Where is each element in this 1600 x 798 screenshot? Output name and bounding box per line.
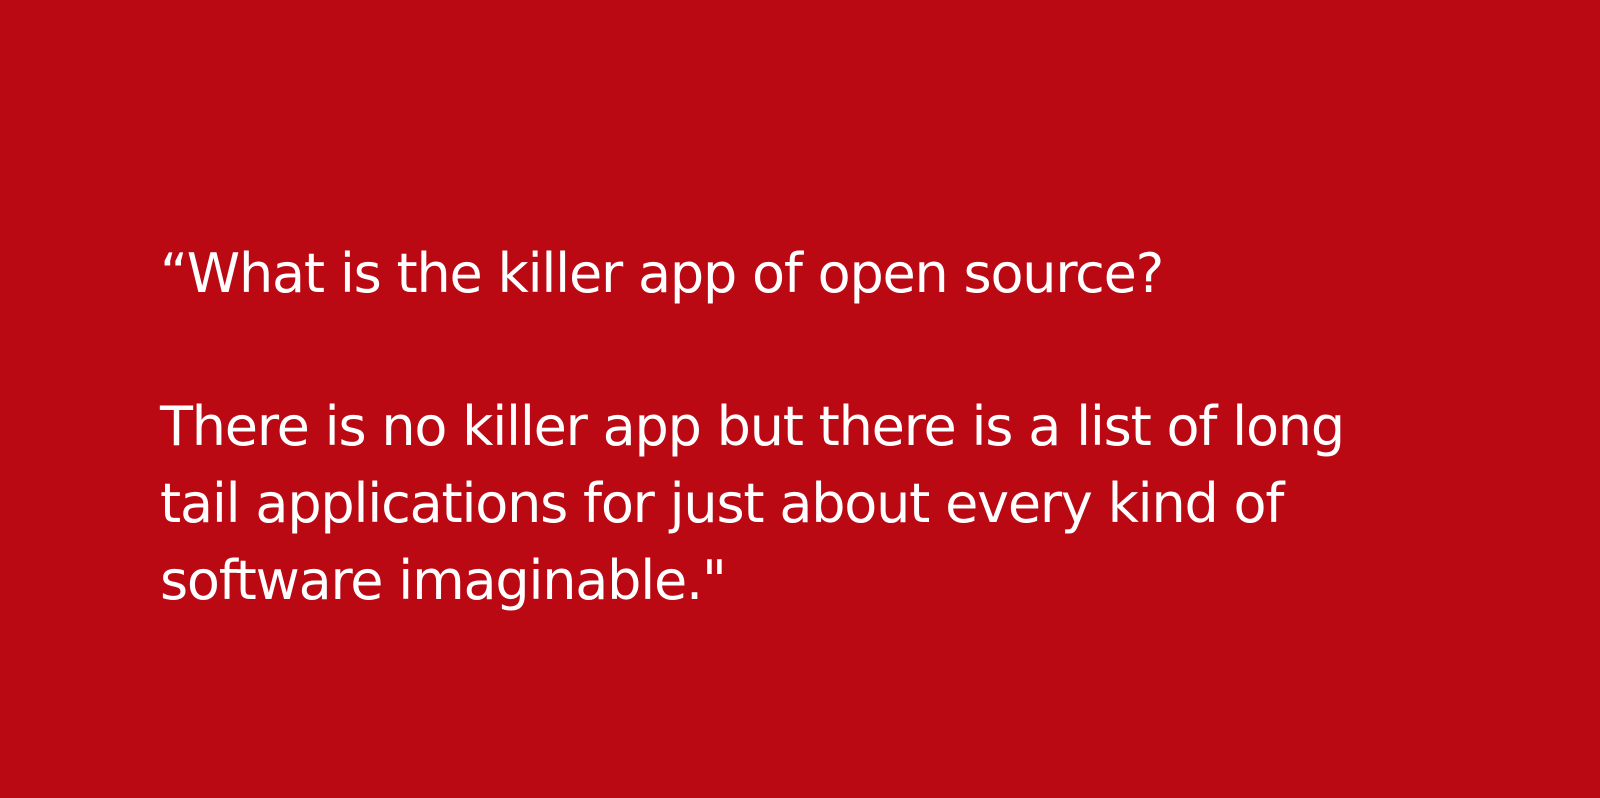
quote-answer-line-2: tail applications for just about every k… — [160, 472, 1284, 535]
quote-block: “What is the killer app of open source? … — [160, 235, 1460, 619]
quote-answer-line-1: There is no killer app but there is a li… — [160, 395, 1345, 458]
quote-answer-line-3: software imaginable." — [160, 549, 727, 612]
quote-question: “What is the killer app of open source? — [160, 242, 1164, 305]
